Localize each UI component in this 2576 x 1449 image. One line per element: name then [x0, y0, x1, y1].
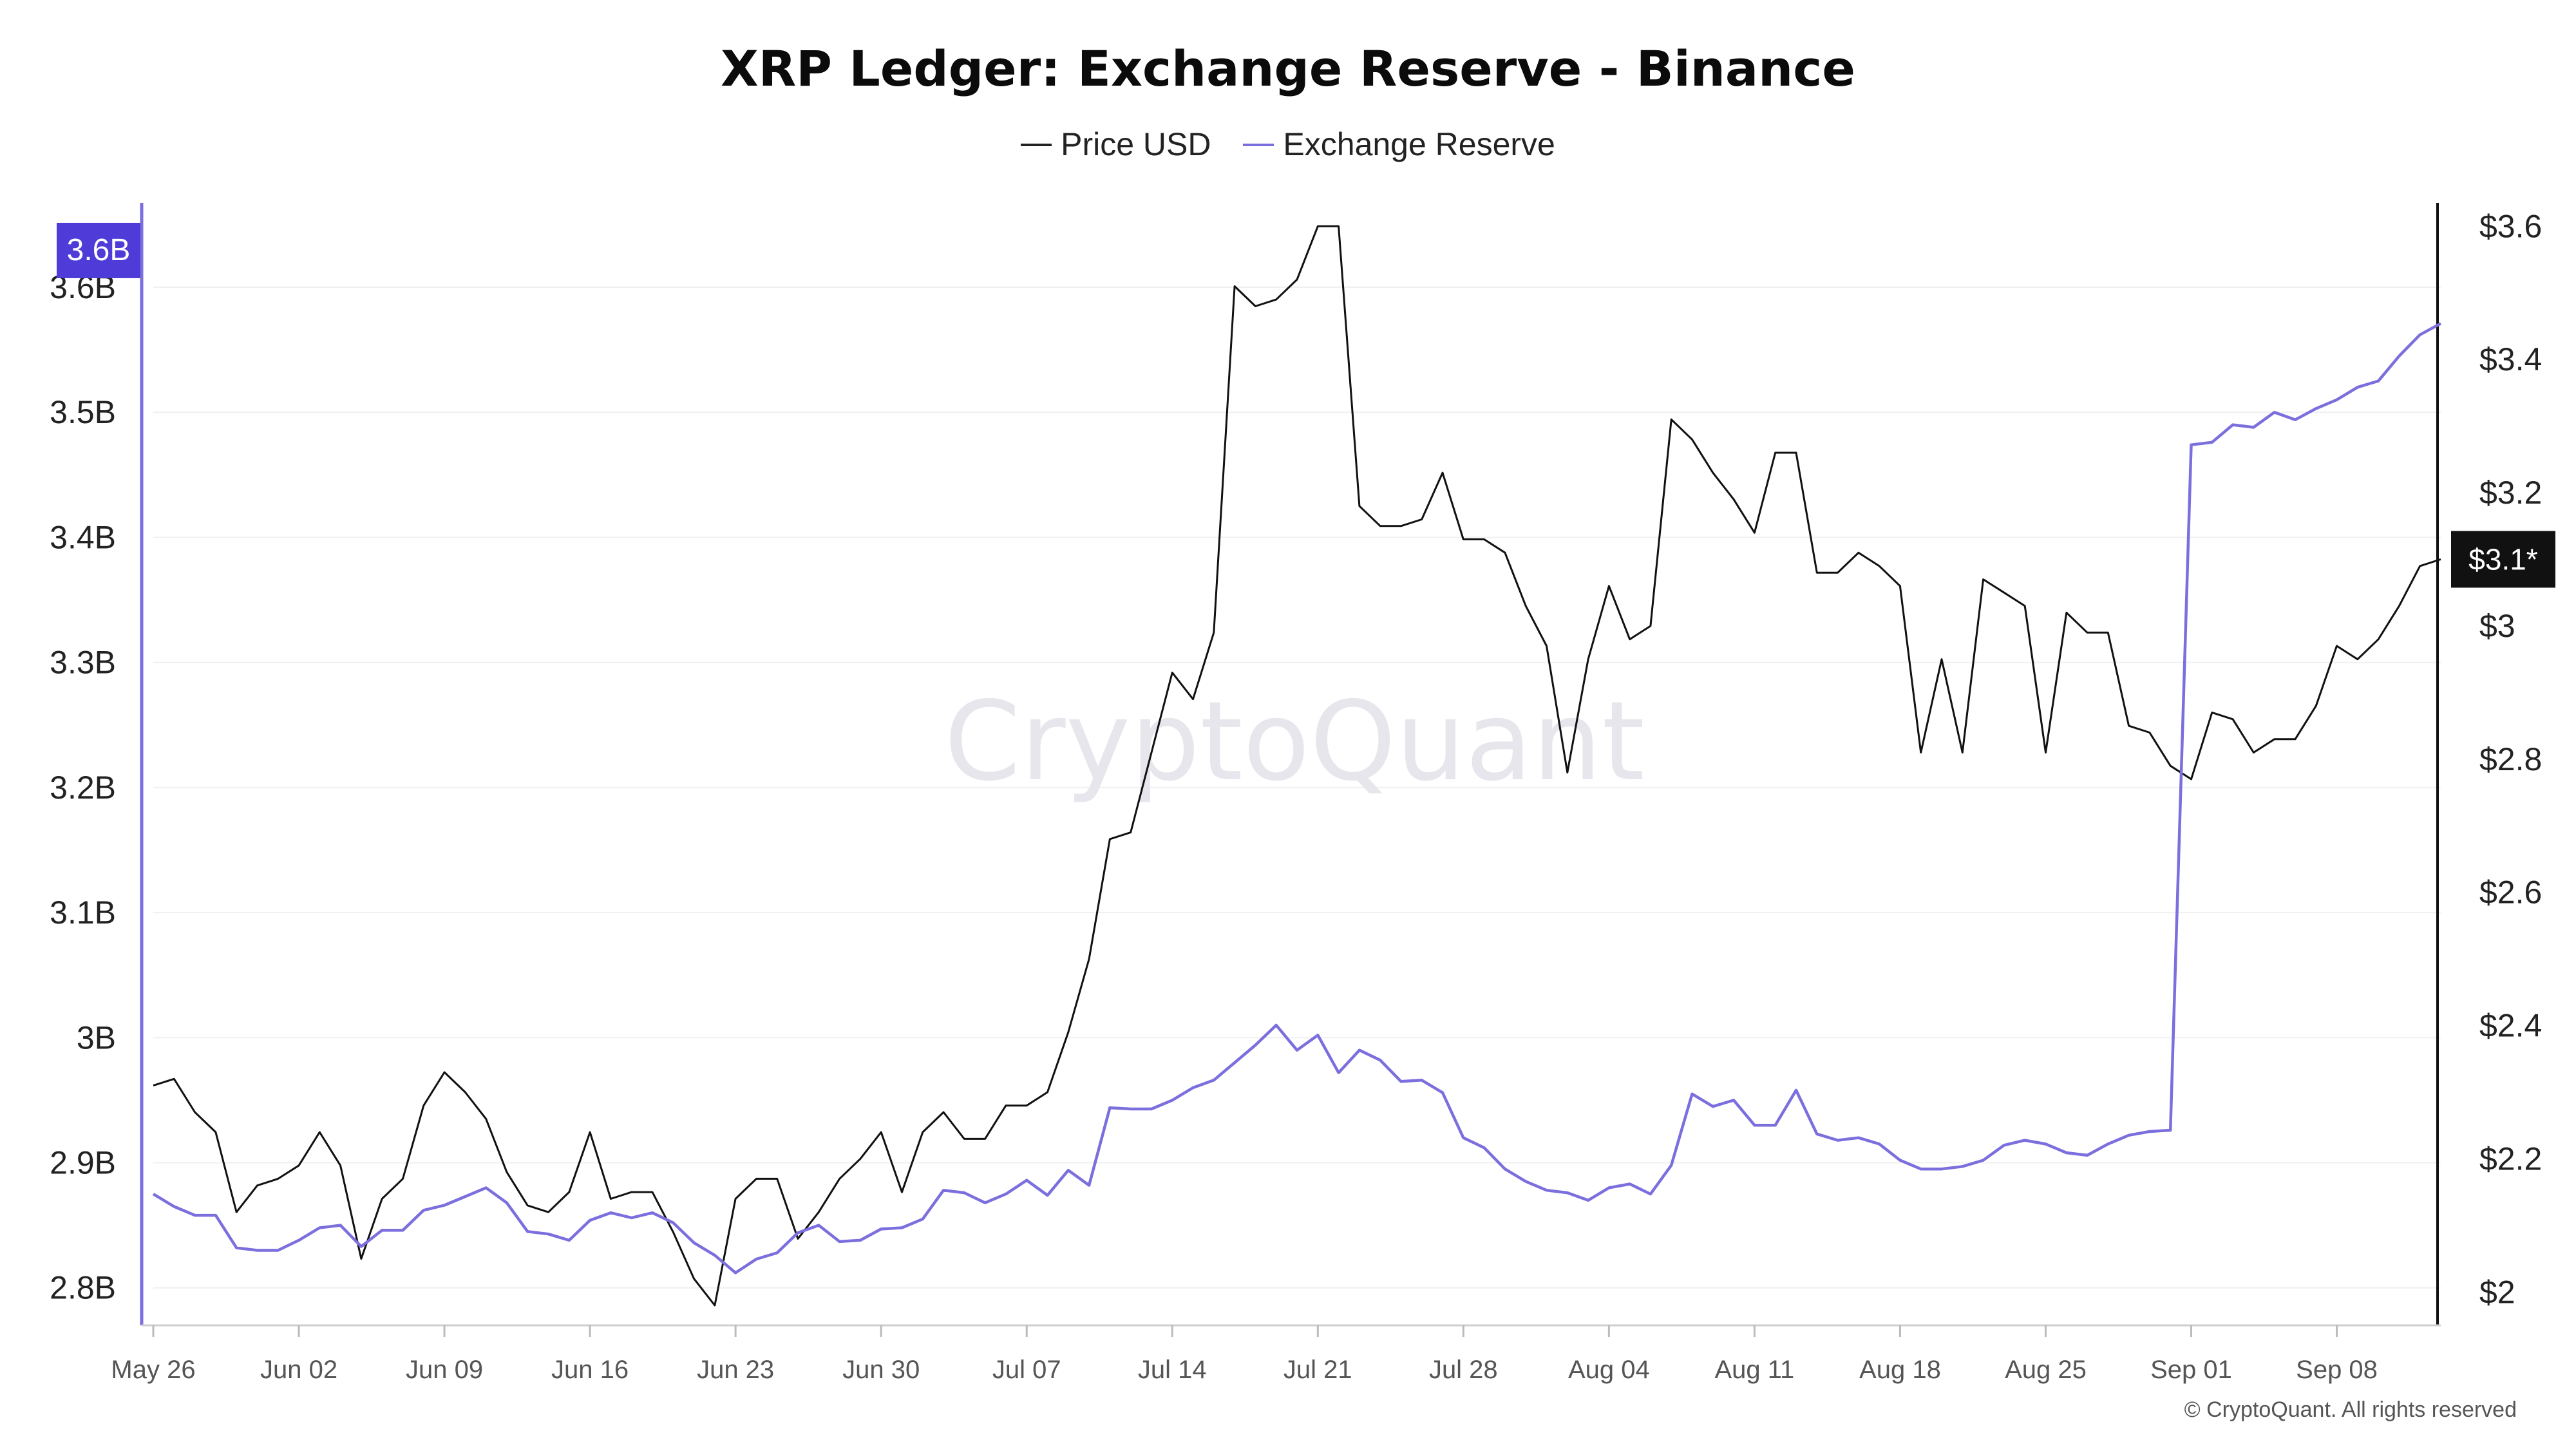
right-tick-label: $2.4	[2479, 1008, 2542, 1044]
x-tick-label: Aug 18	[1859, 1356, 1941, 1384]
copyright-notice: © CryptoQuant. All rights reserved	[2184, 1397, 2517, 1422]
legend-item-reserve[interactable]: Exchange Reserve	[1243, 126, 1555, 163]
right-tick-label: $3.6	[2479, 208, 2542, 244]
left-value-badge	[57, 222, 140, 278]
legend-swatch-price	[1021, 143, 1052, 146]
right-tick-label: $3.4	[2479, 341, 2542, 377]
value-badges: 3.6B $3.1*	[57, 222, 2555, 588]
x-tick-label: Sep 08	[2296, 1356, 2378, 1384]
legend-swatch-reserve	[1243, 143, 1274, 146]
legend-label-price: Price USD	[1061, 126, 1211, 162]
x-tick-label: Jun 16	[551, 1356, 629, 1384]
x-tick-label: Aug 04	[1568, 1356, 1650, 1384]
x-tick-label: Jun 09	[406, 1356, 483, 1384]
right-tick-label: $3	[2479, 608, 2515, 644]
x-axis-ticks: May 26 Jun 02 Jun 09 Jun 16 Jun 23 Jun 30 Jul …	[111, 1325, 2378, 1384]
left-tick-label: 2.9B	[50, 1145, 116, 1181]
exchange-reserve-line	[152, 322, 2442, 1274]
chart-title: XRP Ledger: Exchange Reserve - Binance	[721, 40, 1855, 97]
right-badge-label: $3.1*	[2468, 543, 2538, 576]
left-tick-label: 3.1B	[50, 895, 116, 931]
right-tick-label: $2.2	[2479, 1141, 2542, 1177]
right-axis-ticks: $2 $2.2 $2.4 $2.6 $2.8 $3 $3.2 $3.4 $3.6	[2479, 208, 2542, 1310]
right-tick-label: $2.6	[2479, 875, 2542, 911]
right-tick-label: $2	[2479, 1274, 2515, 1310]
left-tick-label: 3B	[77, 1019, 116, 1056]
gridlines	[153, 286, 2441, 1289]
right-tick-label: $3.2	[2479, 475, 2542, 511]
x-tick-label: Aug 25	[2005, 1356, 2087, 1384]
x-tick-label: Aug 11	[1714, 1356, 1794, 1384]
right-tick-label: $2.8	[2479, 741, 2542, 777]
left-tick-label: 3.2B	[50, 770, 116, 806]
left-tick-label: 3.3B	[50, 645, 116, 681]
watermark: CryptoQuant	[944, 678, 1645, 806]
legend-label-reserve: Exchange Reserve	[1283, 126, 1555, 162]
x-tick-label: Jul 14	[1138, 1356, 1207, 1384]
x-tick-label: Jun 30	[842, 1356, 920, 1384]
x-tick-label: Jul 07	[992, 1356, 1061, 1384]
legend-item-price[interactable]: Price USD	[1021, 126, 1211, 163]
x-tick-label: Jul 28	[1429, 1356, 1498, 1384]
price-usd-line	[153, 225, 2441, 1307]
series-lines	[152, 225, 2442, 1307]
axes	[140, 203, 2441, 1327]
left-badge-label: 3.6B	[67, 233, 131, 267]
x-tick-label: Jul 21	[1283, 1356, 1352, 1384]
x-tick-label: May 26	[111, 1356, 195, 1384]
x-tick-label: Sep 01	[2150, 1356, 2232, 1384]
x-tick-label: Jun 02	[260, 1356, 337, 1384]
x-tick-label: Jun 23	[697, 1356, 774, 1384]
right-value-badge	[2451, 531, 2555, 588]
left-tick-label: 3.4B	[50, 519, 116, 555]
left-tick-label: 3.5B	[50, 394, 116, 430]
left-tick-label: 2.8B	[50, 1270, 116, 1306]
legend: Price USD Exchange Reserve	[0, 126, 2576, 163]
